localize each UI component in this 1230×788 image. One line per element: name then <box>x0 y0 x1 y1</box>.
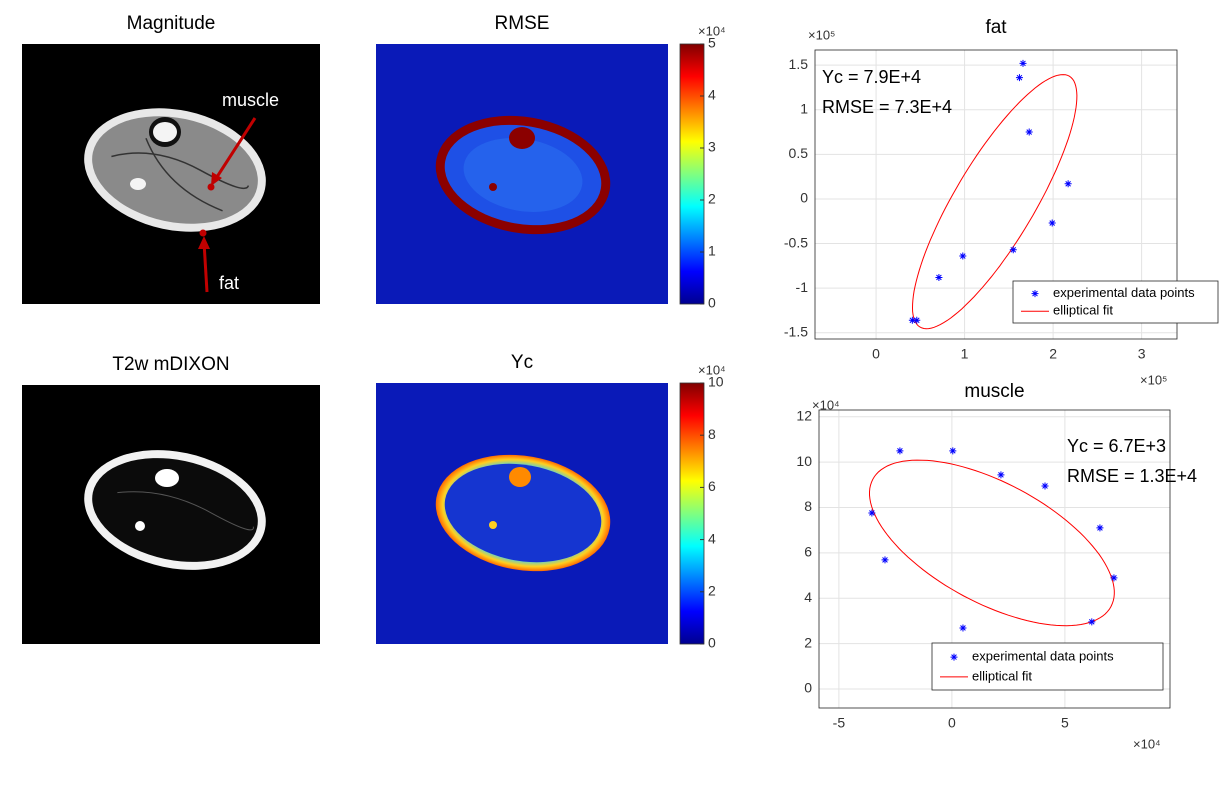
y-tick-label: 6 <box>804 544 812 560</box>
annotation: RMSE = 1.3E+4 <box>1067 466 1197 486</box>
colorbar-tick-label: 2 <box>708 583 716 599</box>
data-point <box>1064 180 1072 188</box>
y-multiplier: ×10⁴ <box>812 397 840 412</box>
legend-box <box>1012 280 1219 324</box>
annotation: RMSE = 7.3E+4 <box>822 97 952 117</box>
rmse-image <box>376 44 668 304</box>
data-point <box>935 273 943 281</box>
data-point <box>1096 524 1104 532</box>
colorbar <box>679 43 705 305</box>
colorbar-tick-label: 2 <box>708 191 716 207</box>
y-tick-label: 8 <box>804 498 812 514</box>
annotation: muscle <box>222 90 279 110</box>
data-point <box>959 624 967 632</box>
legend-marker <box>1031 290 1039 298</box>
y-tick-label: 4 <box>804 589 812 605</box>
data-point <box>913 316 921 324</box>
panel-title: Magnitude <box>127 13 216 34</box>
x-multiplier: ×10⁵ <box>1140 372 1167 387</box>
panel-title: T2w mDIXON <box>112 354 229 375</box>
legend-label: elliptical fit <box>972 668 1032 683</box>
chart-title: fat <box>985 17 1007 38</box>
x-tick-label: -5 <box>833 715 846 731</box>
colorbar-multiplier: ×10⁴ <box>698 362 726 377</box>
annotation: Yc = 6.7E+3 <box>1067 436 1166 456</box>
colorbar-tick-label: 5 <box>708 35 716 51</box>
colorbar <box>679 382 705 645</box>
magnitude-image <box>22 44 320 304</box>
data-point <box>997 471 1005 479</box>
y-tick-label: -1 <box>796 279 809 295</box>
x-tick-label: 0 <box>948 715 956 731</box>
data-point <box>1048 219 1056 227</box>
legend-label: experimental data points <box>972 649 1114 664</box>
y-tick-label: 1 <box>800 100 808 116</box>
colorbar-tick-label: 8 <box>708 426 716 442</box>
colorbar-multiplier: ×10⁴ <box>698 23 726 38</box>
colorbar-tick-label: 10 <box>708 374 724 390</box>
annotation: Yc = 7.9E+4 <box>822 67 921 87</box>
t2w-image <box>22 385 320 644</box>
y-tick-label: 10 <box>796 453 812 469</box>
x-multiplier: ×10⁴ <box>1133 736 1161 751</box>
y-tick-label: 1.5 <box>789 56 809 72</box>
chart-title: muscle <box>964 381 1024 402</box>
data-point <box>1041 482 1049 490</box>
panel-title: Yc <box>511 352 533 373</box>
colorbar-tick-label: 0 <box>708 635 716 651</box>
colorbar-tick-label: 3 <box>708 139 716 155</box>
data-point <box>1088 618 1096 626</box>
data-point <box>1110 574 1118 582</box>
y-tick-label: 0 <box>800 190 808 206</box>
data-point <box>881 556 889 564</box>
y-tick-label: -0.5 <box>784 234 808 250</box>
x-tick-label: 0 <box>872 346 880 362</box>
annotation: fat <box>219 273 239 293</box>
x-tick-label: 5 <box>1061 715 1069 731</box>
panel-title: RMSE <box>495 13 550 34</box>
ellipse-fit <box>911 74 1078 330</box>
x-tick-label: 1 <box>961 346 969 362</box>
y-tick-label: 12 <box>796 408 812 424</box>
y-tick-label: 0.5 <box>789 145 809 161</box>
data-point <box>868 509 876 517</box>
colorbar-tick-label: 4 <box>708 530 716 546</box>
colorbar-tick-label: 1 <box>708 243 716 259</box>
x-tick-label: 2 <box>1049 346 1057 362</box>
legend-marker <box>950 653 958 661</box>
y-tick-label: -1.5 <box>784 323 808 339</box>
data-point <box>949 447 957 455</box>
legend-box <box>931 642 1164 691</box>
data-point <box>896 447 904 455</box>
y-tick-label: 2 <box>804 634 812 650</box>
x-tick-label: 3 <box>1138 346 1146 362</box>
ellipse-fit <box>869 459 1115 627</box>
y-tick-label: 0 <box>804 680 812 696</box>
legend-label: experimental data points <box>1053 285 1195 300</box>
data-point <box>1009 246 1017 254</box>
data-point <box>1019 59 1027 67</box>
axes-box <box>818 409 1171 709</box>
colorbar-tick-label: 0 <box>708 295 716 311</box>
colorbar-tick-label: 4 <box>708 87 716 103</box>
yc-image <box>376 383 668 644</box>
data-point <box>1025 128 1033 136</box>
y-multiplier: ×10⁵ <box>808 27 835 42</box>
legend-label: elliptical fit <box>1053 303 1113 318</box>
axes-box <box>814 49 1178 340</box>
colorbar-tick-label: 6 <box>708 478 716 494</box>
data-point <box>908 316 916 324</box>
data-point <box>1015 74 1023 82</box>
data-point <box>959 252 967 260</box>
